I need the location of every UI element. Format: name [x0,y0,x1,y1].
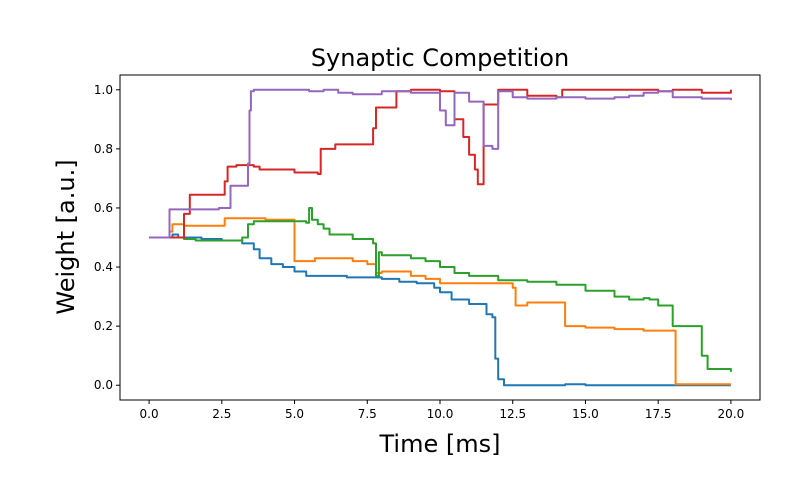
x-tick-label: 20.0 [718,407,745,421]
x-tick-label: 5.0 [285,407,304,421]
x-tick-label: 17.5 [645,407,672,421]
x-tick-label: 10.0 [427,407,454,421]
plot-area [149,88,732,387]
x-tick-label: 0.0 [140,407,159,421]
x-tick-label: 12.5 [499,407,526,421]
x-tick-label: 7.5 [358,407,377,421]
series-line-2 [149,217,731,386]
series-line-1 [149,233,731,387]
y-tick-label: 0.6 [94,201,113,215]
y-tick-label: 0.4 [94,260,113,274]
y-tick-label: 1.0 [94,83,113,97]
chart-title: Synaptic Competition [311,44,569,72]
series-line-5 [149,88,732,239]
y-tick-label: 0.0 [94,378,113,392]
x-axis: 0.0 2.5 5.0 7.5 10.0 12.5 15.0 17.5 20.0 [140,400,745,421]
x-tick-label: 15.0 [572,407,599,421]
y-tick-label: 0.8 [94,142,113,156]
y-tick-label: 0.2 [94,319,113,333]
plot-frame [119,74,761,401]
y-axis-label: Weight [a.u.] [52,159,80,314]
x-axis-label: Time [ms] [379,430,501,458]
x-tick-label: 2.5 [212,407,231,421]
series-line-3 [149,207,732,372]
series-line-4 [149,88,732,239]
y-axis: 0.0 0.2 0.4 0.6 0.8 1.0 [94,83,120,392]
